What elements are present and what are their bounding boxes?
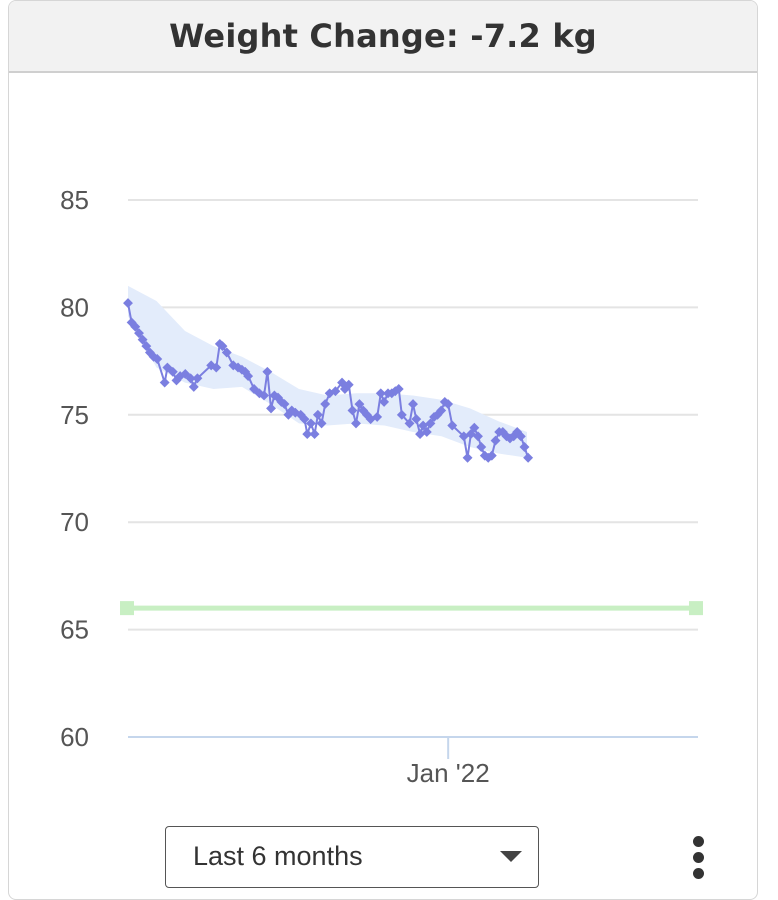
weight-point bbox=[211, 362, 222, 373]
weight-point bbox=[375, 388, 386, 399]
weight-point bbox=[309, 429, 320, 440]
weight-point bbox=[130, 321, 141, 332]
more-options-button[interactable] bbox=[684, 832, 714, 882]
trend-band bbox=[128, 285, 527, 458]
weight-point bbox=[425, 418, 436, 429]
weight-point bbox=[379, 396, 390, 407]
card-header: Weight Change: -7.2 kg bbox=[9, 1, 757, 73]
weight-point bbox=[347, 405, 358, 416]
weight-point bbox=[305, 418, 316, 429]
x-tick-label: Jan '22 bbox=[407, 758, 490, 788]
more-vertical-icon bbox=[693, 836, 704, 847]
weight-point bbox=[469, 422, 480, 433]
chart-title: Weight Change: -7.2 kg bbox=[169, 17, 597, 55]
weight-point bbox=[393, 384, 404, 394]
y-tick-label: 80 bbox=[60, 292, 89, 322]
time-range-select[interactable]: Last 6 months bbox=[165, 826, 539, 888]
weight-point bbox=[217, 341, 228, 352]
weight-point bbox=[152, 354, 163, 364]
weight-point bbox=[123, 298, 133, 309]
more-vertical-icon-dot bbox=[693, 868, 704, 879]
weight-point bbox=[486, 450, 497, 461]
weight-point bbox=[418, 420, 429, 431]
goal-marker bbox=[120, 601, 134, 616]
weight-change-card: Weight Change: -7.2 kg bbox=[8, 0, 758, 900]
weight-point bbox=[159, 377, 170, 388]
chevron-down-icon bbox=[500, 851, 522, 862]
weight-point bbox=[473, 431, 483, 442]
weight-point bbox=[299, 414, 310, 425]
y-tick-label: 70 bbox=[60, 507, 89, 537]
y-tick-label: 85 bbox=[60, 185, 89, 215]
weight-point bbox=[266, 403, 276, 414]
weight-point bbox=[330, 386, 341, 397]
weight-point bbox=[462, 452, 473, 463]
weight-point bbox=[316, 418, 327, 429]
weight-point bbox=[221, 347, 232, 358]
weight-point bbox=[259, 390, 269, 401]
weight-point bbox=[312, 409, 323, 420]
weight-point bbox=[343, 379, 354, 390]
weight-point bbox=[137, 334, 148, 345]
weight-point bbox=[167, 366, 178, 377]
weight-point bbox=[243, 371, 254, 382]
y-tick-label: 60 bbox=[60, 722, 89, 752]
weight-point bbox=[436, 405, 447, 416]
weight-point bbox=[188, 381, 199, 392]
y-tick-label: 65 bbox=[60, 615, 89, 645]
weight-point bbox=[302, 429, 313, 440]
goal-marker bbox=[689, 601, 703, 616]
weight-point bbox=[185, 373, 196, 384]
weight-point bbox=[320, 399, 331, 409]
time-range-label: Last 6 months bbox=[193, 841, 363, 871]
weight-point bbox=[515, 431, 526, 442]
weight-point bbox=[192, 373, 203, 384]
more-vertical-icon-dot bbox=[693, 852, 704, 863]
weight-point bbox=[476, 442, 487, 452]
weight-point bbox=[372, 411, 383, 422]
weight-point bbox=[404, 418, 415, 429]
weight-point bbox=[411, 414, 422, 425]
y-tick-label: 75 bbox=[60, 400, 89, 430]
weight-point bbox=[523, 452, 534, 463]
weight-point bbox=[351, 418, 361, 429]
